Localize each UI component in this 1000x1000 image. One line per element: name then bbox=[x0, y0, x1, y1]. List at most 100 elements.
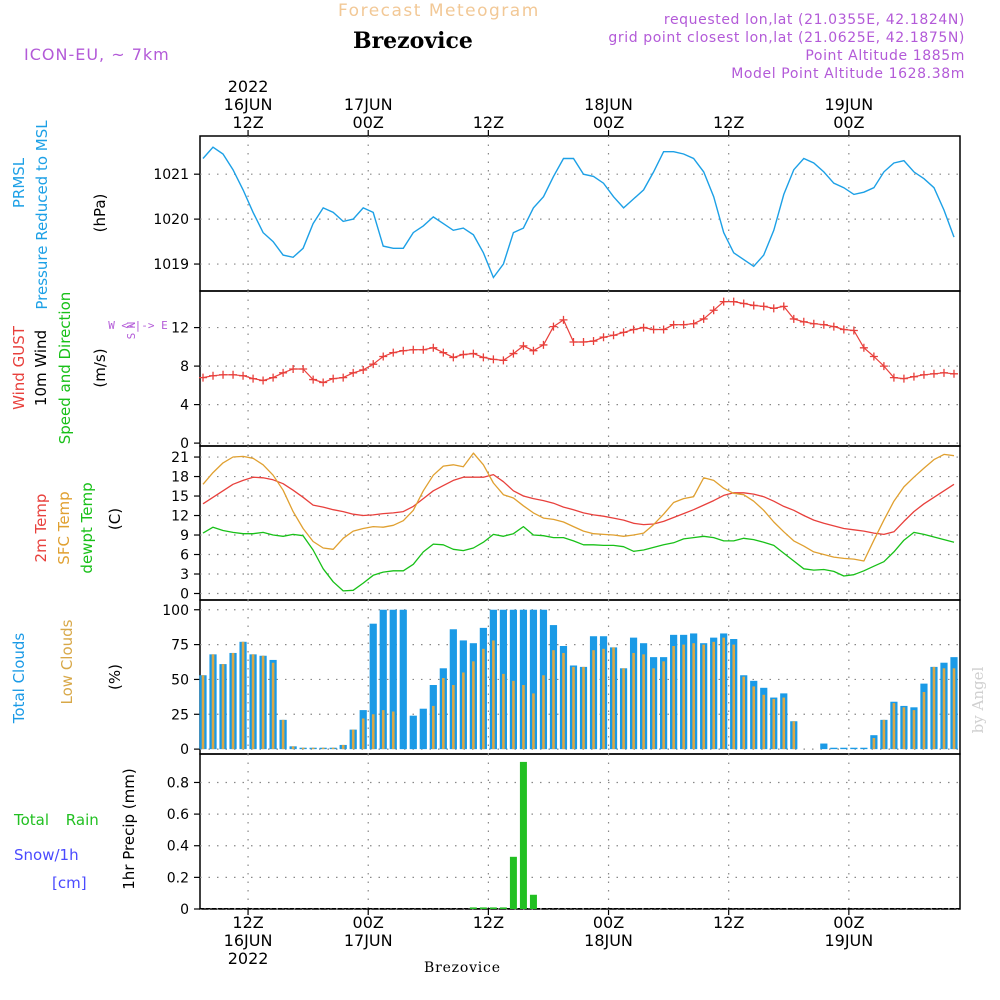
rain-bar bbox=[469, 907, 477, 909]
clouds-ytick-label: 100 bbox=[162, 603, 189, 619]
low-cloud-bar bbox=[562, 652, 565, 750]
gust-point bbox=[919, 370, 928, 379]
gust-point bbox=[749, 301, 758, 310]
gust-point bbox=[709, 306, 718, 315]
low-cloud-bar bbox=[522, 685, 525, 750]
credit-watermark: by Angel bbox=[969, 666, 987, 733]
gust-point bbox=[449, 353, 458, 362]
top-time-label: 12Z bbox=[473, 113, 504, 132]
gust-point bbox=[299, 364, 308, 373]
top-time-label: 17JUN bbox=[344, 95, 393, 114]
low-cloud-bar bbox=[231, 652, 235, 750]
gust-point bbox=[879, 362, 888, 371]
low-cloud-bar bbox=[622, 668, 625, 750]
top-time-label: 19JUN bbox=[824, 95, 873, 114]
gust-point bbox=[389, 348, 398, 357]
low-cloud-bar bbox=[331, 747, 335, 750]
total-cloud-bar bbox=[850, 747, 858, 750]
low-cloud-bar bbox=[792, 721, 796, 750]
gust-point bbox=[779, 302, 788, 311]
low-cloud-bar bbox=[221, 664, 225, 750]
gust-point bbox=[329, 374, 338, 383]
total-cloud-bar bbox=[860, 747, 868, 750]
clouds-title-total: Total Clouds bbox=[10, 633, 28, 725]
low-cloud-bar bbox=[652, 668, 655, 750]
low-cloud-bar bbox=[442, 678, 445, 750]
precip-legend-rain: Total Rain bbox=[13, 811, 99, 829]
low-cloud-bar bbox=[932, 666, 936, 750]
gust-point bbox=[309, 375, 318, 384]
low-cloud-bar bbox=[271, 662, 275, 750]
top-time-label: 12Z bbox=[713, 113, 744, 132]
dewpt-line bbox=[202, 525, 955, 592]
low-cloud-bar bbox=[532, 693, 535, 750]
top-time-label: 16JUN bbox=[224, 95, 273, 114]
temperature-ytick-label: 15 bbox=[171, 489, 189, 505]
model-altitude: Model Point Altitude 1628.38m bbox=[731, 66, 965, 82]
gust-point bbox=[209, 371, 218, 380]
gust-point bbox=[639, 323, 648, 332]
gust-point bbox=[459, 350, 468, 359]
low-cloud-bar bbox=[762, 694, 766, 750]
top-time-label: 12Z bbox=[232, 113, 263, 132]
low-cloud-bar bbox=[632, 652, 635, 750]
low-cloud-bar bbox=[682, 644, 685, 750]
gust-point bbox=[719, 297, 728, 306]
clouds-title-low: Low Clouds bbox=[58, 619, 76, 704]
total-cloud-bar bbox=[840, 747, 848, 750]
gust-point bbox=[769, 304, 778, 313]
low-cloud-bar bbox=[432, 705, 435, 750]
gust-point bbox=[229, 370, 238, 379]
gust-point bbox=[279, 368, 288, 377]
total-cloud-bar bbox=[419, 708, 427, 750]
temperature-ytick-label: 3 bbox=[180, 567, 189, 583]
temp-title-dewpt: dewpt Temp bbox=[78, 482, 96, 573]
low-cloud-bar bbox=[201, 675, 205, 750]
panel-temp-frame bbox=[199, 445, 961, 601]
gust-point bbox=[399, 346, 408, 355]
gust-point bbox=[619, 328, 628, 337]
top-time-label: 00Z bbox=[593, 113, 624, 132]
low-cloud-bar bbox=[782, 697, 786, 750]
marks-layer bbox=[199, 146, 958, 909]
total-cloud-bar bbox=[369, 623, 377, 750]
requested-coords: requested lon,lat (21.0355E, 42.1824N) bbox=[664, 12, 965, 28]
bottom-time-label: 00Z bbox=[593, 913, 624, 932]
precip-ytick-label: 0.2 bbox=[167, 870, 189, 886]
low-cloud-bar bbox=[391, 711, 395, 750]
gust-point bbox=[579, 338, 588, 347]
gust-point bbox=[339, 373, 348, 382]
gust-point bbox=[439, 348, 448, 357]
gust-point bbox=[729, 297, 738, 306]
pressure-title-msl: Pressure Reduced to MSL bbox=[33, 120, 51, 310]
model-label: ICON-EU, ~ 7km bbox=[24, 45, 170, 64]
gust-point bbox=[669, 320, 678, 329]
gust-point bbox=[499, 356, 508, 365]
low-cloud-bar bbox=[892, 703, 896, 750]
gust-point bbox=[819, 320, 828, 329]
gust-point bbox=[429, 343, 438, 352]
gridpoint-coords: grid point closest lon,lat (21.0625E, 42… bbox=[608, 30, 965, 46]
temperature-ytick-label: 6 bbox=[180, 548, 189, 564]
gust-point bbox=[929, 369, 938, 378]
low-cloud-bar bbox=[872, 737, 876, 750]
low-cloud-bar bbox=[692, 643, 695, 750]
precip-ytick-label: 0.8 bbox=[167, 775, 189, 791]
low-cloud-bar bbox=[612, 647, 615, 750]
bottom-time-label: 16JUN bbox=[224, 931, 273, 950]
total-cloud-bar bbox=[820, 743, 828, 750]
wind-compass-n: N bbox=[125, 322, 138, 329]
temperature-ytick-label: 9 bbox=[180, 528, 189, 544]
precip-legend-unit: [cm] bbox=[52, 874, 87, 892]
bottom-time-label: 00Z bbox=[833, 913, 864, 932]
low-cloud-bar bbox=[281, 719, 285, 750]
low-cloud-bar bbox=[752, 686, 756, 750]
gust-point bbox=[419, 345, 428, 354]
gust-point bbox=[369, 360, 378, 369]
gust-point bbox=[759, 302, 768, 311]
low-cloud-bar bbox=[922, 691, 926, 750]
temp-title-unit: (C) bbox=[106, 508, 124, 530]
panel-precip-frame bbox=[199, 753, 961, 910]
low-cloud-bar bbox=[321, 747, 325, 750]
